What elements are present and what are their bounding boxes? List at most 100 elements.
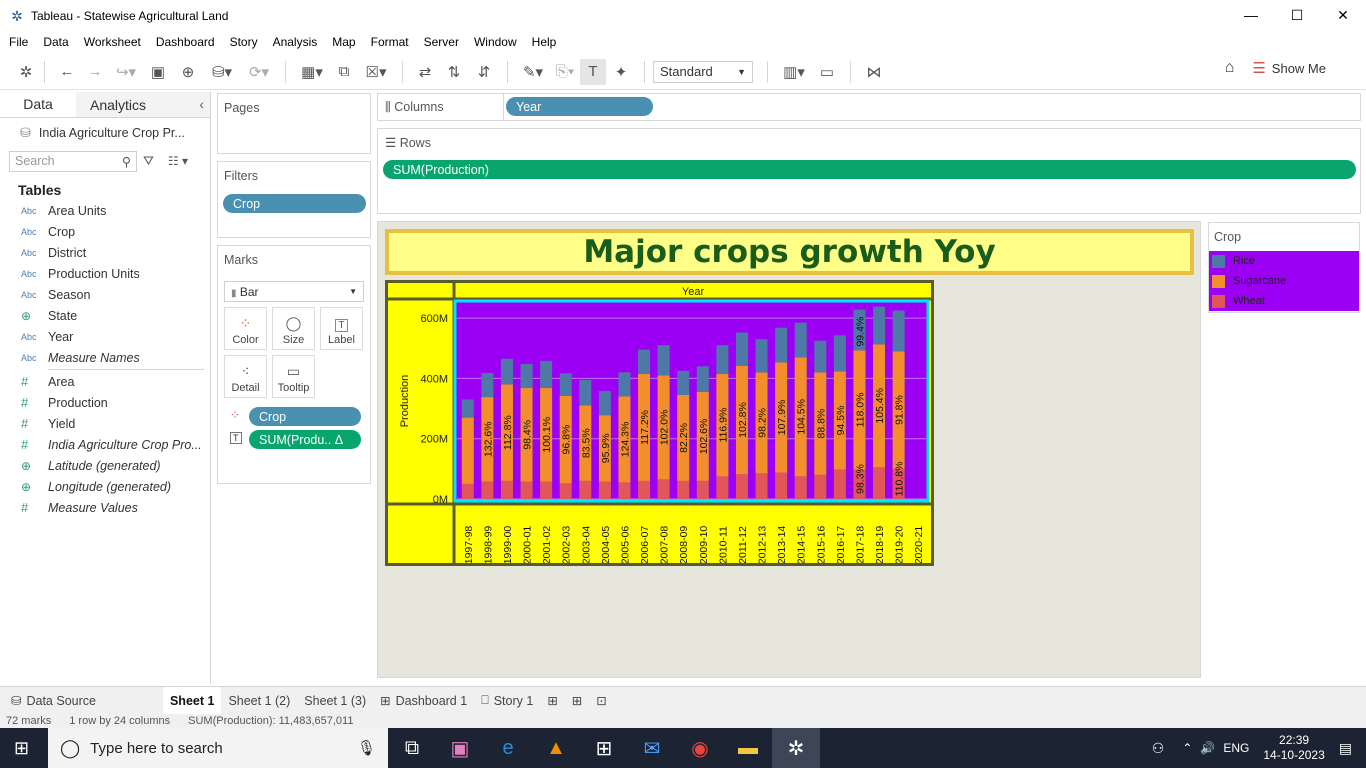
people-icon[interactable]: ⚇ xyxy=(1151,739,1165,756)
label-button[interactable]: T Label xyxy=(320,307,363,350)
menu-help[interactable]: Help xyxy=(531,35,557,49)
menu-data[interactable]: Data xyxy=(43,35,69,49)
microphone-icon[interactable]: 🎙 xyxy=(356,740,376,757)
color-button[interactable]: ⁘ Color xyxy=(224,307,267,350)
close-button[interactable]: ✕ xyxy=(1337,6,1349,23)
legend-item-wheat[interactable]: Wheat xyxy=(1209,291,1359,311)
field-year[interactable]: Abc Year xyxy=(0,326,210,347)
new-datasource-icon[interactable]: ⊕ xyxy=(181,63,195,81)
show-cards-icon[interactable]: ▥▾ xyxy=(783,63,805,81)
field-production-units[interactable]: Abc Production Units xyxy=(0,263,210,284)
filters-card[interactable]: Filters Crop xyxy=(217,161,371,238)
group-icon[interactable]: ⎘▾ xyxy=(555,63,575,80)
fix-axes-icon[interactable]: ✦ xyxy=(614,63,628,81)
volume-icon[interactable]: 🔊 xyxy=(1200,741,1216,755)
legend-item-sugarcane[interactable]: Sugarcane xyxy=(1209,271,1359,291)
tab-dashboard-1[interactable]: ⊞ Dashboard 1 xyxy=(373,687,474,715)
menu-format[interactable]: Format xyxy=(370,35,409,49)
redo-icon[interactable]: → xyxy=(87,63,103,80)
field-longitude-generated[interactable]: ⊕ Longitude (generated) xyxy=(0,476,210,497)
columns-pill-year[interactable]: Year xyxy=(506,97,653,116)
view-options-icon[interactable]: ☷ ▾ xyxy=(167,154,189,168)
show-labels-icon[interactable]: T xyxy=(580,58,606,85)
sort-ascending-icon[interactable]: ⇅ xyxy=(447,63,461,81)
datasource-item[interactable]: ⛁ India Agriculture Crop Pr... xyxy=(0,118,210,148)
field-production[interactable]: # Production xyxy=(0,392,210,413)
field-state[interactable]: ⊕ State xyxy=(0,305,210,326)
undo-icon[interactable]: ← xyxy=(59,63,75,80)
legend-item-rice[interactable]: Rice xyxy=(1209,251,1359,271)
field-area[interactable]: # Area xyxy=(0,371,210,392)
new-story-tab-icon[interactable]: ⊡ xyxy=(596,694,607,708)
presentation-mode-icon[interactable]: ▭ xyxy=(819,63,835,81)
edge-icon[interactable]: e xyxy=(502,736,514,759)
minimize-button[interactable]: — xyxy=(1244,7,1258,23)
store-icon[interactable]: ⊞ xyxy=(595,737,613,760)
swap-rows-columns-icon[interactable]: ⇄ xyxy=(418,63,432,81)
tab-data-source[interactable]: ⛁ Data Source xyxy=(4,687,103,715)
replay-icon[interactable]: ↪▾ xyxy=(115,63,137,81)
taskbar-search[interactable]: ◯ Type here to search 🎙 xyxy=(48,728,388,768)
field-area-units[interactable]: Abc Area Units xyxy=(0,200,210,221)
field-latitude-generated[interactable]: ⊕ Latitude (generated) xyxy=(0,455,210,476)
tableau-taskbar-icon[interactable]: ✲ xyxy=(772,728,820,768)
menu-map[interactable]: Map xyxy=(332,35,356,49)
share-icon[interactable]: ⋈ xyxy=(866,63,882,81)
field-district[interactable]: Abc District xyxy=(0,242,210,263)
marks-pill-production[interactable]: SUM(Produ.. Δ xyxy=(249,430,361,449)
tooltip-icon[interactable]: ⌂ xyxy=(1224,59,1235,76)
app-photo-icon[interactable]: ▣ xyxy=(450,737,470,760)
rows-pill-production[interactable]: SUM(Production) xyxy=(383,160,1356,179)
clear-sheet-icon[interactable]: ☒▾ xyxy=(365,63,387,81)
tooltip-button[interactable]: ▭ Tooltip xyxy=(272,355,315,398)
tab-sheet-1[interactable]: Sheet 1 xyxy=(162,686,222,715)
field-measure-names[interactable]: Abc Measure Names xyxy=(0,347,210,368)
new-worksheet-tab-icon[interactable]: ⊞ xyxy=(547,694,558,708)
detail-button[interactable]: ⁖ Detail xyxy=(224,355,267,398)
tableau-home-icon[interactable]: ✲ xyxy=(19,63,33,81)
notifications-icon[interactable]: ▤ xyxy=(1338,739,1352,756)
vlc-icon[interactable]: ▲ xyxy=(546,736,566,759)
chrome-icon[interactable]: ◉ xyxy=(691,737,709,760)
show-me-button[interactable]: ⌂ ☰ Show Me xyxy=(1225,59,1326,77)
field-measure-values[interactable]: # Measure Values xyxy=(0,497,210,518)
menu-server[interactable]: Server xyxy=(423,35,459,49)
field-india-agriculture-crop-pro[interactable]: # India Agriculture Crop Pro... xyxy=(0,434,210,455)
windows-start-icon[interactable]: ⊞ xyxy=(14,738,30,758)
menu-story[interactable]: Story xyxy=(229,35,258,49)
file-explorer-icon[interactable]: ▬ xyxy=(738,736,758,759)
rows-shelf[interactable]: ☰ Rows SUM(Production) xyxy=(377,128,1361,214)
menu-worksheet[interactable]: Worksheet xyxy=(83,35,141,49)
tab-sheet-1-3[interactable]: Sheet 1 (3) xyxy=(304,693,367,708)
refresh-icon[interactable]: ⟳▾ xyxy=(248,63,270,81)
tab-sheet-1-2[interactable]: Sheet 1 (2) xyxy=(228,693,291,708)
bar-chart[interactable]: Year 0M 200M 400M 600M Production 1997-98 132.6… xyxy=(388,283,931,564)
marks-pill-crop[interactable]: Crop xyxy=(249,407,361,426)
tab-analytics[interactable]: Analytics xyxy=(76,92,210,117)
menu-window[interactable]: Window xyxy=(473,35,517,49)
task-view-icon[interactable]: ⧉ xyxy=(404,736,420,759)
mail-icon[interactable]: ✉ xyxy=(643,737,661,760)
field-season[interactable]: Abc Season xyxy=(0,284,210,305)
datasource-options-icon[interactable]: ⛁▾ xyxy=(211,63,233,81)
language-indicator[interactable]: ENG xyxy=(1223,741,1250,755)
save-icon[interactable]: ▣ xyxy=(150,63,166,81)
tab-data[interactable]: Data xyxy=(0,92,76,117)
sort-descending-icon[interactable]: ⇵ xyxy=(477,63,491,81)
filter-pill-crop[interactable]: Crop xyxy=(223,194,366,213)
pages-card[interactable]: Pages xyxy=(217,93,371,154)
filter-icon[interactable]: ⛛ xyxy=(143,153,154,168)
highlight-icon[interactable]: ✎▾ xyxy=(522,63,544,81)
fit-select[interactable]: Standard ▼ xyxy=(653,60,753,83)
maximize-button[interactable]: ☐ xyxy=(1290,6,1304,23)
menu-dashboard[interactable]: Dashboard xyxy=(155,35,215,49)
menu-analysis[interactable]: Analysis xyxy=(272,35,318,49)
clock[interactable]: 22:39 14-10-2023 xyxy=(1263,733,1324,763)
new-dashboard-tab-icon[interactable]: ⊞ xyxy=(571,694,583,708)
field-yield[interactable]: # Yield xyxy=(0,413,210,434)
menu-file[interactable]: File xyxy=(9,35,29,49)
columns-shelf[interactable]: ⫼ Columns Year xyxy=(377,93,1361,121)
chevron-up-icon[interactable]: ⌃ xyxy=(1182,741,1193,755)
size-button[interactable]: ◯ Size xyxy=(272,307,315,350)
mark-type-select[interactable]: ▮ Bar ▼ xyxy=(224,281,364,302)
